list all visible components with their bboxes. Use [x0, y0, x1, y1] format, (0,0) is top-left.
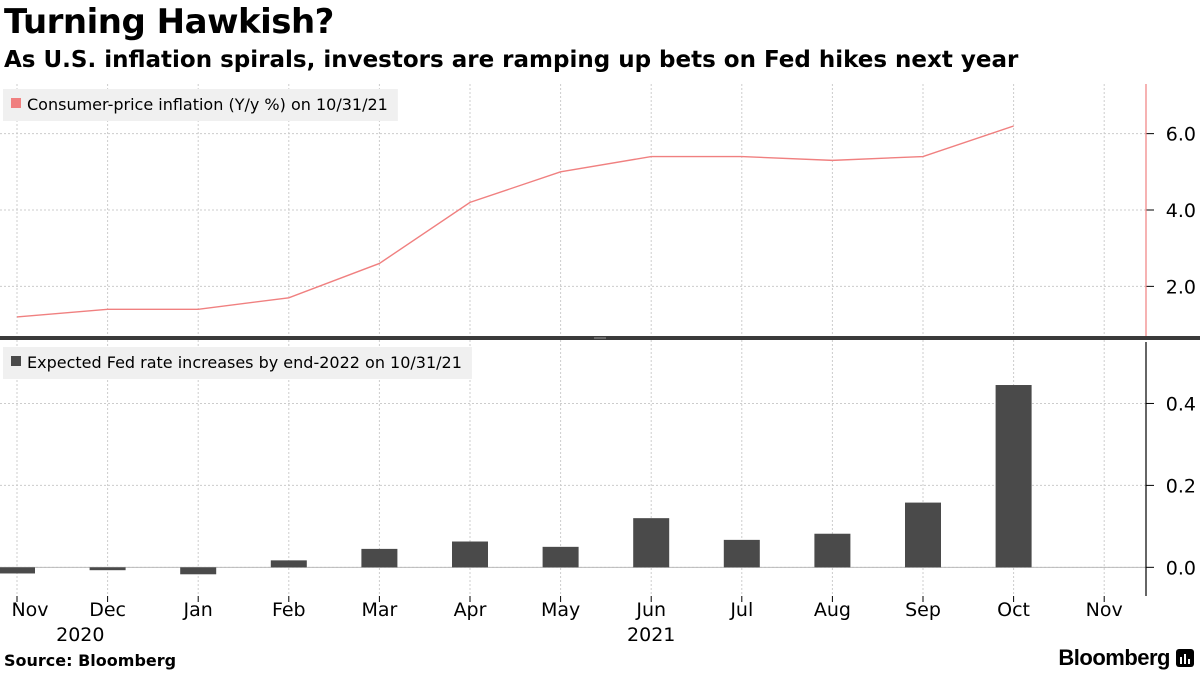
fed-hike-bar [995, 385, 1032, 568]
fed-hike-bar [270, 560, 307, 568]
mark-layer [0, 125, 1032, 575]
legend-swatch [11, 356, 21, 366]
fed-hike-bar [89, 567, 126, 571]
y-tick-label: 0.0 [1166, 557, 1196, 579]
x-tick-label: Jun [635, 599, 666, 621]
fed-hike-bar [542, 546, 579, 568]
chart-subtitle: As U.S. inflation spirals, investors are… [4, 47, 1019, 73]
legend-label: Consumer-price inflation (Y/y %) on 10/3… [27, 95, 388, 114]
legend-background [3, 347, 472, 379]
legend-layer: Consumer-price inflation (Y/y %) on 10/3… [3, 89, 472, 379]
inflation-line [16, 125, 1014, 318]
x-tick-label: Nov [1086, 599, 1123, 621]
fed-hike-bar [180, 567, 217, 575]
x-year-label: 2020 [56, 624, 104, 646]
x-tick-label: Dec [89, 599, 126, 621]
legend-swatch [11, 98, 21, 108]
source-note: Source: Bloomberg [4, 651, 177, 670]
x-tick-label: Jan [183, 599, 213, 621]
brand-logo: Bloomberg [1058, 645, 1194, 671]
x-tick-label: Oct [997, 599, 1030, 621]
fed-hike-bar [723, 539, 760, 568]
y-tick-label: 6.0 [1166, 124, 1196, 146]
fed-hike-bar [452, 541, 488, 568]
y-tick-label: 0.4 [1166, 393, 1196, 415]
y-tick-label: 2.0 [1166, 276, 1196, 298]
panel-layer [0, 336, 1200, 340]
fed-hike-bar [633, 518, 670, 568]
x-tick-label: Mar [361, 599, 397, 621]
x-tick-label: Nov [11, 599, 48, 621]
fed-hike-bar [905, 502, 941, 568]
chart-title: Turning Hawkish? [4, 2, 334, 42]
y-tick-label: 0.2 [1166, 475, 1196, 497]
x-tick-label: Feb [272, 599, 306, 621]
x-tick-label: Apr [454, 599, 487, 621]
axis-layer: 2.0 4.0 6.0 0.0 0.2 0.4 Nov Dec Jan Feb Mar Apr May J… [11, 84, 1196, 646]
bloomberg-badge-icon [1176, 649, 1194, 667]
brand-name: Bloomberg [1058, 645, 1170, 670]
legend-inflation: Consumer-price inflation (Y/y %) on 10/3… [3, 89, 398, 121]
x-tick-label: Sep [905, 599, 941, 621]
fed-hike-bar [361, 548, 398, 568]
legend-background [3, 89, 398, 121]
fed-hike-bar [0, 567, 35, 574]
x-year-label: 2021 [627, 624, 675, 646]
fed-hike-bar [814, 533, 851, 568]
legend-fed-hikes: Expected Fed rate increases by end-2022 … [3, 347, 472, 379]
legend-label: Expected Fed rate increases by end-2022 … [27, 353, 462, 372]
y-tick-label: 4.0 [1166, 200, 1196, 222]
x-tick-label: Jul [729, 599, 753, 621]
x-tick-label: Aug [814, 599, 851, 621]
x-tick-label: May [541, 599, 580, 621]
